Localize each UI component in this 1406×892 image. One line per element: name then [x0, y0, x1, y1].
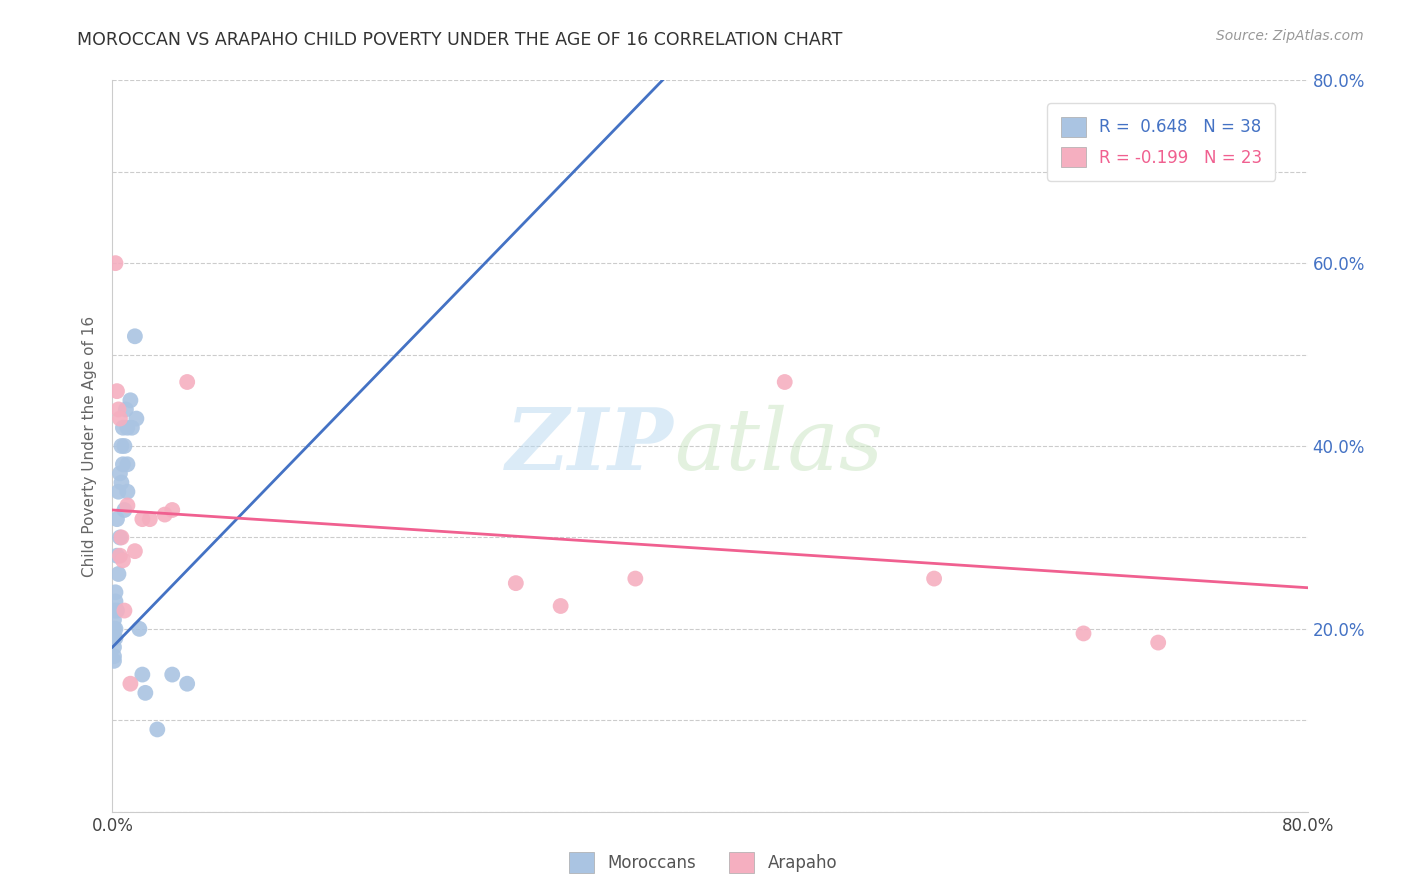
Y-axis label: Child Poverty Under the Age of 16: Child Poverty Under the Age of 16 — [82, 316, 97, 576]
Text: atlas: atlas — [675, 405, 883, 487]
Point — [104, 631, 127, 645]
Text: ZIP: ZIP — [506, 404, 675, 488]
Point — [125, 411, 148, 425]
Point — [131, 667, 153, 681]
Point — [103, 640, 125, 655]
Legend: R =  0.648   N = 38, R = -0.199   N = 23: R = 0.648 N = 38, R = -0.199 N = 23 — [1047, 103, 1275, 180]
Point — [104, 256, 127, 270]
Point — [104, 622, 127, 636]
Point — [104, 594, 127, 608]
Point — [121, 421, 143, 435]
Legend: Moroccans, Arapaho: Moroccans, Arapaho — [562, 846, 844, 880]
Point — [105, 549, 128, 563]
Point — [162, 667, 183, 681]
Point — [550, 599, 572, 613]
Point — [139, 512, 162, 526]
Point — [128, 622, 150, 636]
Point — [131, 512, 153, 526]
Point — [110, 439, 132, 453]
Point — [108, 411, 131, 425]
Point — [773, 375, 796, 389]
Point — [111, 553, 134, 567]
Point — [117, 421, 139, 435]
Point — [108, 467, 131, 481]
Point — [103, 654, 125, 668]
Point — [624, 572, 647, 586]
Text: MOROCCAN VS ARAPAHO CHILD POVERTY UNDER THE AGE OF 16 CORRELATION CHART: MOROCCAN VS ARAPAHO CHILD POVERTY UNDER … — [77, 31, 842, 49]
Point — [120, 676, 142, 690]
Point — [105, 512, 128, 526]
Point — [153, 508, 176, 522]
Point — [103, 622, 125, 636]
Point — [124, 329, 146, 343]
Point — [176, 375, 198, 389]
Point — [146, 723, 169, 737]
Point — [105, 603, 128, 617]
Point — [103, 631, 125, 645]
Point — [922, 572, 945, 586]
Point — [120, 393, 142, 408]
Point — [134, 686, 156, 700]
Point — [111, 457, 134, 471]
Point — [107, 567, 129, 582]
Text: Source: ZipAtlas.com: Source: ZipAtlas.com — [1216, 29, 1364, 43]
Point — [114, 503, 135, 517]
Point — [108, 549, 131, 563]
Point — [114, 603, 135, 617]
Point — [117, 457, 139, 471]
Point — [103, 603, 125, 617]
Point — [1147, 635, 1170, 649]
Point — [1073, 626, 1095, 640]
Point — [124, 544, 146, 558]
Point — [110, 475, 132, 490]
Point — [110, 530, 132, 544]
Point — [103, 613, 125, 627]
Point — [108, 530, 131, 544]
Point — [111, 421, 134, 435]
Point — [117, 484, 139, 499]
Point — [107, 484, 129, 499]
Point — [114, 439, 135, 453]
Point — [104, 585, 127, 599]
Point — [107, 402, 129, 417]
Point — [162, 503, 183, 517]
Point — [117, 499, 139, 513]
Point — [176, 676, 198, 690]
Point — [105, 384, 128, 398]
Point — [115, 402, 138, 417]
Point — [505, 576, 527, 591]
Point — [103, 649, 125, 664]
